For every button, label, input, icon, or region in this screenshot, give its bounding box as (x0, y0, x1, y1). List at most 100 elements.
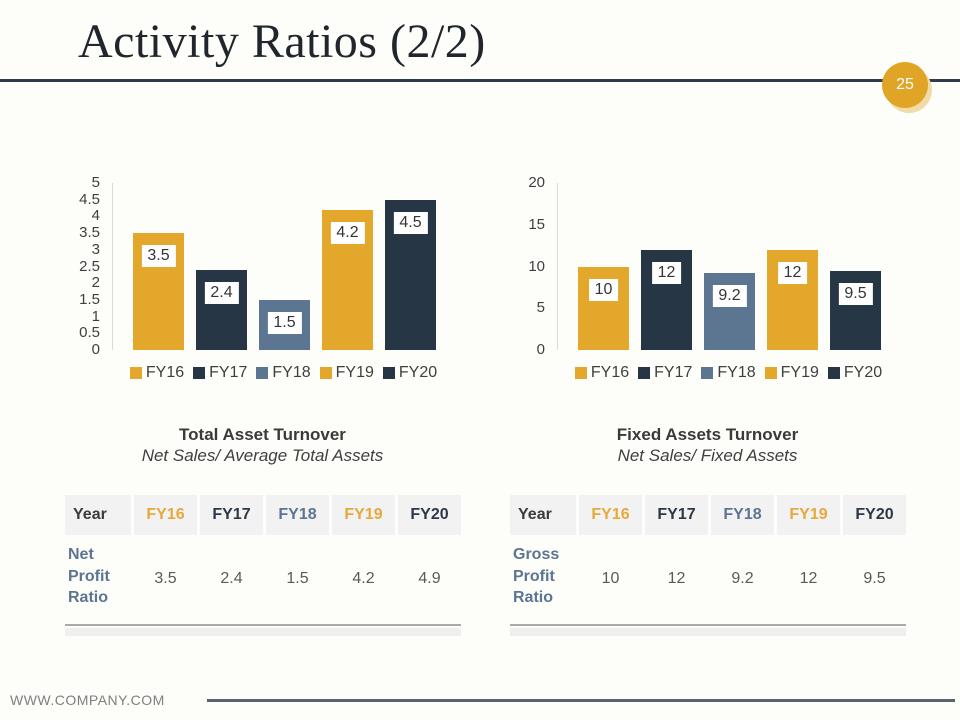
chart-legend: FY16 FY17 FY18 FY19 FY20 (112, 363, 455, 383)
column-header-fy18: FY18 (711, 495, 774, 535)
cell-fy20: 4.9 (418, 570, 441, 587)
legend-swatch-icon (129, 367, 142, 379)
legend-item-fy18: FY18 (256, 364, 311, 382)
legend-swatch-icon (764, 367, 777, 379)
plot-area: 10 12 9.2 12 9.5 (557, 183, 901, 350)
legend-item-fy19: FY19 (319, 364, 374, 382)
y-axis: 20 15 10 5 0 (510, 174, 545, 375)
y-axis-tick: 10 (528, 257, 545, 275)
legend-swatch-icon (701, 367, 714, 379)
plot-area: 3.5 2.4 1.5 4.2 4.5 (112, 183, 456, 350)
row-label: Net Profit Ratio (68, 546, 110, 607)
y-axis-tick: 15 (528, 215, 545, 233)
legend-item-fy20: FY20 (827, 364, 883, 382)
column-header-fy19: FY19 (332, 495, 395, 535)
y-axis: 5 4.5 4 3.5 3 2.5 2 1.5 1 0.5 0 (65, 174, 100, 375)
legend-item-fy17: FY17 (193, 364, 247, 382)
table-footer-strip (65, 628, 461, 636)
total-asset-turnover-chart: 5 4.5 4 3.5 3 2.5 2 1.5 1 0.5 0 3.5 2.4 1.5 4.2 4.5 FY… (65, 174, 460, 475)
column-header-fy16: FY16 (579, 495, 642, 535)
gross-profit-ratio-table: Year FY16 FY17 FY18 FY19 FY20 Gross Profit Ra… (510, 495, 906, 636)
legend-item-fy17: FY17 (638, 364, 692, 382)
bar-FY20: 4.5 (385, 199, 436, 350)
legend-label: FY17 (209, 364, 248, 381)
legend-swatch-icon (574, 367, 587, 379)
column-header-fy17: FY17 (200, 495, 263, 535)
chart-title: Fixed Assets Turnover (616, 425, 799, 444)
y-axis-tick: 1 (91, 307, 100, 325)
column-header-fy20: FY20 (398, 495, 461, 535)
column-header-fy19: FY19 (777, 495, 840, 535)
cell-fy20: 9.5 (863, 570, 886, 587)
footer-url: WWW.COMPANY.COM (10, 692, 165, 708)
y-axis-tick: 20 (528, 174, 545, 191)
y-axis-tick: 4.5 (79, 190, 100, 208)
bar-value-label: 1.5 (267, 311, 302, 334)
y-axis-tick: 2.5 (79, 257, 100, 275)
legend-item-fy16: FY16 (129, 364, 185, 382)
legend-item-fy20: FY20 (382, 364, 437, 382)
bar-FY19: 4.2 (322, 209, 373, 350)
column-header-year: Year (65, 495, 131, 535)
legend-label: FY19 (780, 364, 819, 381)
footer-divider (207, 699, 955, 702)
bar-FY18: 1.5 (259, 299, 310, 350)
net-profit-ratio-table: Year FY16 FY17 FY18 FY19 FY20 Net Profit Rati… (65, 495, 461, 636)
cell-fy17: 2.4 (220, 570, 243, 587)
legend-swatch-icon (319, 367, 332, 379)
table-divider (65, 624, 461, 626)
y-axis-tick: 0 (536, 341, 545, 358)
legend-label: FY16 (590, 364, 630, 381)
y-axis-tick: 4 (91, 207, 100, 225)
table-divider (510, 624, 906, 626)
legend-swatch-icon (827, 367, 840, 379)
legend-label: FY16 (145, 364, 185, 381)
page-title: Activity Ratios (2/2) (78, 15, 486, 68)
column-header-fy16: FY16 (134, 495, 197, 535)
cell-fy18: 9.2 (731, 570, 754, 587)
bar-value-label: 3.5 (141, 245, 176, 268)
legend-swatch-icon (193, 367, 206, 379)
bar-value-label: 12 (651, 261, 682, 284)
cell-fy16: 3.5 (154, 570, 177, 587)
row-label: Gross Profit Ratio (513, 546, 560, 607)
bar-FY20: 9.5 (830, 270, 881, 350)
y-axis-tick: 3.5 (79, 224, 100, 242)
legend-label: FY20 (843, 364, 883, 381)
legend-label: FY18 (717, 364, 756, 381)
y-axis-tick: 0 (91, 341, 100, 358)
y-axis-tick: 0.5 (79, 324, 100, 342)
legend-label: FY17 (654, 364, 693, 381)
bar-FY18: 9.2 (704, 273, 755, 350)
table-header-row: Year FY16 FY17 FY18 FY19 FY20 (65, 495, 461, 535)
chart-legend: FY16 FY17 FY18 FY19 FY20 (557, 363, 900, 383)
y-axis-tick: 1.5 (79, 290, 100, 308)
cell-fy17: 12 (667, 570, 686, 587)
legend-item-fy16: FY16 (574, 364, 630, 382)
column-header-fy18: FY18 (266, 495, 329, 535)
bar-FY16: 3.5 (133, 233, 184, 350)
bar-FY17: 12 (641, 249, 692, 350)
legend-label: FY18 (272, 364, 311, 381)
bar-value-label: 4.5 (393, 211, 428, 234)
legend-swatch-icon (256, 367, 269, 379)
y-axis-tick: 3 (91, 240, 100, 258)
legend-item-fy19: FY19 (764, 364, 819, 382)
y-axis-tick: 2 (91, 274, 100, 292)
legend-swatch-icon (638, 367, 651, 379)
column-header-fy17: FY17 (645, 495, 708, 535)
chart-subtitle: Net Sales/ Average Total Assets (141, 446, 384, 465)
cell-fy19: 12 (799, 570, 818, 587)
bar-FY17: 2.4 (196, 269, 247, 350)
bar-value-label: 9.2 (712, 285, 747, 308)
bar-value-label: 2.4 (204, 281, 239, 304)
table-data-row: Net Profit Ratio 3.5 2.4 1.5 4.2 4.9 (65, 543, 461, 615)
bar-value-label: 4.2 (330, 221, 365, 244)
legend-label: FY19 (335, 364, 374, 381)
legend-item-fy18: FY18 (701, 364, 756, 382)
chart-subtitle: Net Sales/ Fixed Assets (617, 446, 798, 465)
table-header-row: Year FY16 FY17 FY18 FY19 FY20 (510, 495, 906, 535)
cell-fy16: 10 (601, 570, 620, 587)
column-header-year: Year (510, 495, 576, 535)
